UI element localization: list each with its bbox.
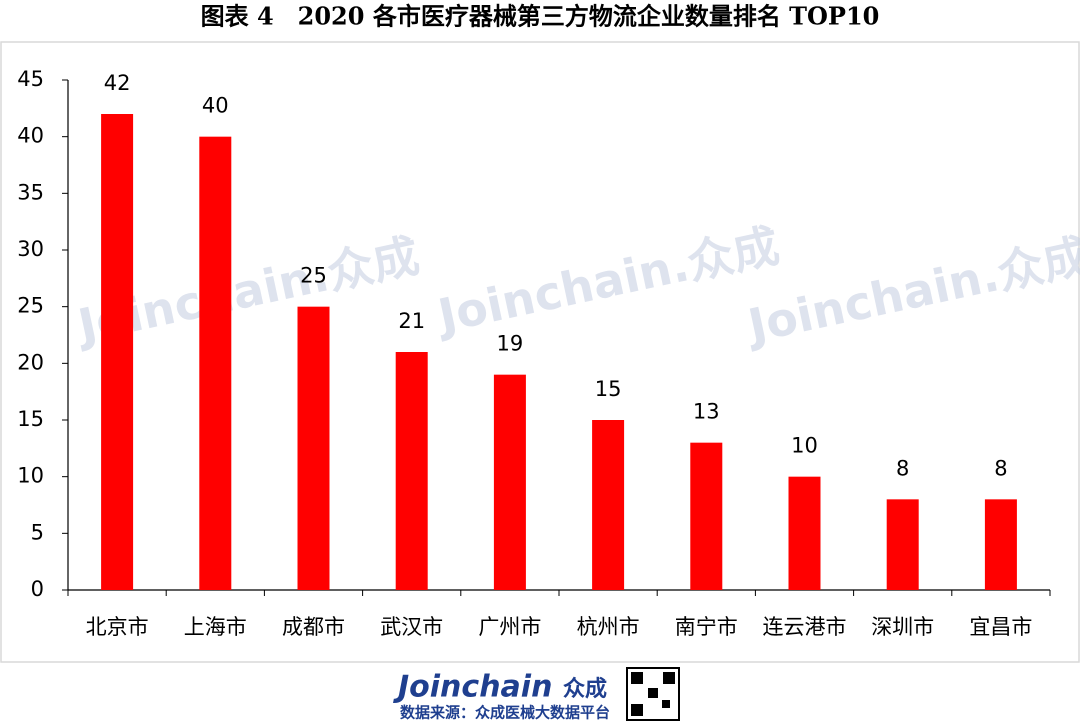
x-tick-label: 广州市 [478,615,541,639]
bar [395,352,428,590]
data-label: 25 [300,264,327,288]
y-tick-label: 15 [17,407,44,431]
data-label: 8 [896,456,909,480]
y-tick-label: 45 [17,67,44,91]
footer-source: 数据来源：众成医械大数据平台 [400,704,610,722]
y-tick-label: 40 [17,124,44,148]
x-tick-label: 连云港市 [763,615,847,639]
data-label: 40 [202,94,229,118]
bar [101,114,134,590]
y-tick-label: 35 [17,180,44,204]
x-tick-label: 杭州市 [577,615,640,639]
x-tick-label: 上海市 [184,615,247,639]
x-tick-label: 北京市 [86,615,149,639]
data-label: 10 [791,434,818,458]
watermark: Joinchain.众成 [741,228,1080,353]
footer-logo-cn: 众成 [563,677,607,702]
bar [984,499,1017,590]
x-tick-label: 南宁市 [675,615,738,639]
bar [592,420,625,590]
y-tick-label: 5 [31,520,44,544]
y-tick-label: 0 [31,577,44,601]
bar [690,442,723,590]
x-tick-label: 深圳市 [871,615,934,639]
x-tick-label: 宜昌市 [969,615,1032,639]
y-tick-label: 10 [17,464,44,488]
y-tick-label: 20 [17,350,44,374]
data-label: 42 [104,71,131,95]
chart-border [0,41,1080,663]
y-tick-label: 25 [17,294,44,318]
x-tick-label: 成都市 [282,615,345,639]
data-label: 21 [398,309,425,333]
data-label: 15 [595,377,622,401]
y-tick-label: 30 [17,237,44,261]
x-tick-label: 武汉市 [380,615,443,639]
bar [886,499,919,590]
chart-title: 图表 4 2020 各市医疗器械第三方物流企业数量排名 TOP10 [201,2,880,31]
bar [788,476,821,590]
watermark: Joinchain.众成 [431,218,784,343]
data-label: 8 [994,456,1007,480]
footer-logo: Joinchain [393,670,552,705]
data-label: 19 [497,332,524,356]
bar [199,136,232,590]
qr-code [626,667,680,721]
bar [297,306,330,590]
data-label: 13 [693,400,720,424]
bar [493,374,526,590]
